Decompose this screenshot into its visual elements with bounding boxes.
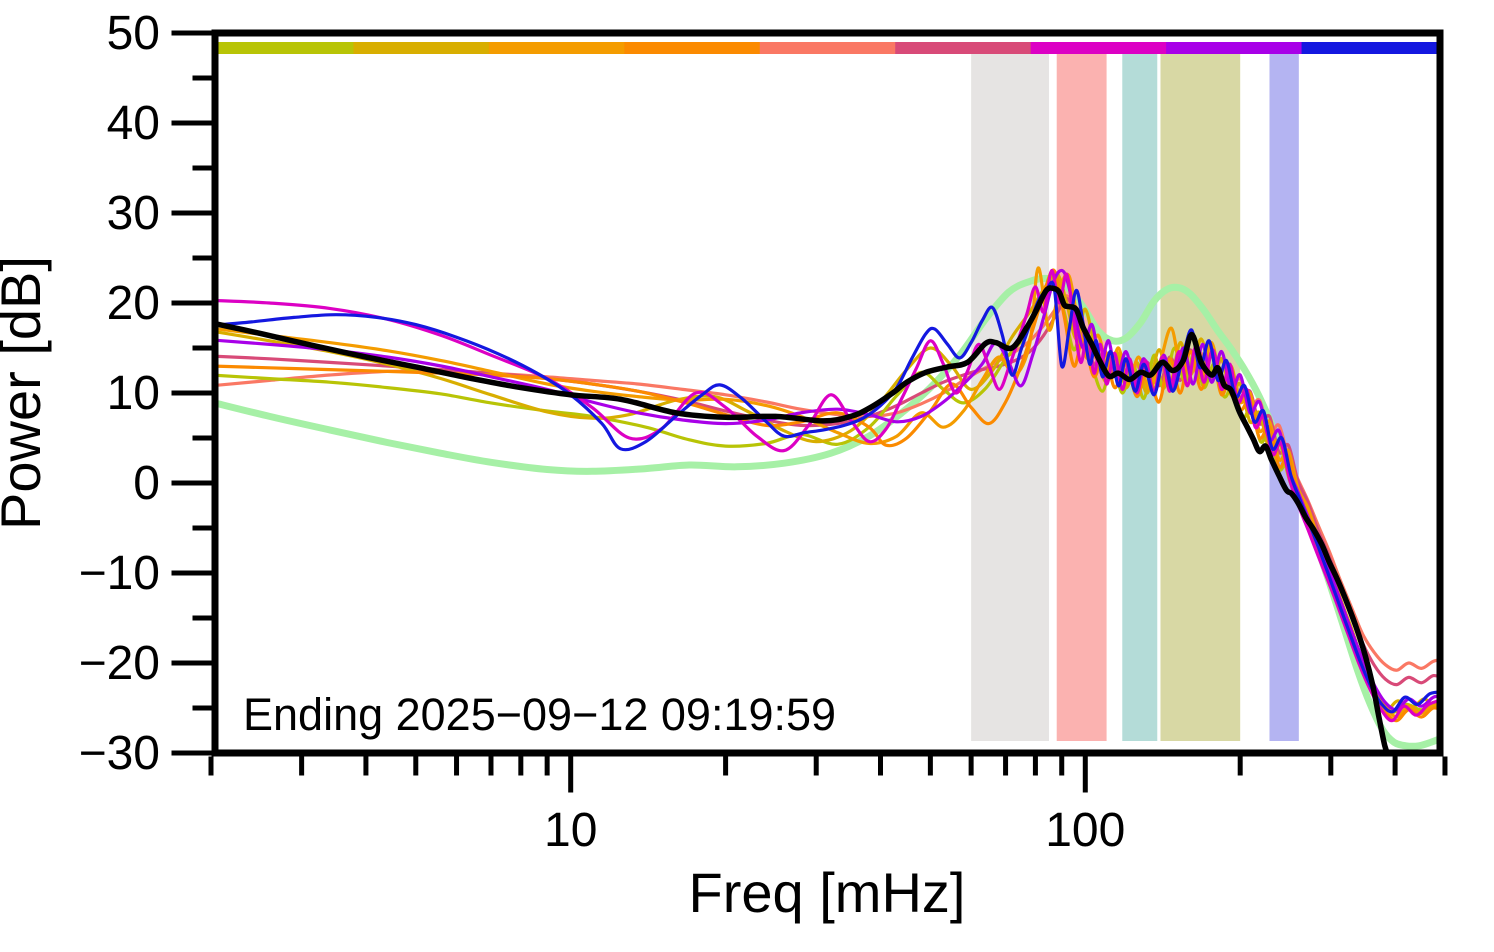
series-segment-3-orange [215, 266, 1440, 719]
y-tick-label--20: −20 [79, 637, 160, 690]
series-segment-4-dark-orange [215, 268, 1440, 723]
segment-bar-5 [759, 42, 896, 54]
ending-annotation: Ending 2025−09−12 09:19:59 [243, 689, 836, 740]
highlight-bands [971, 54, 1299, 741]
series-mean-black [215, 285, 1391, 753]
band-teal [1122, 54, 1158, 741]
x-axis-title: Freq [mHz] [689, 861, 966, 924]
y-tick-labels: −30 −20 −10 0 10 20 30 40 50 [79, 7, 160, 780]
axes-frame-and-ticks [171, 29, 1448, 793]
segment-bar-4 [624, 42, 761, 54]
segment-bar-8 [1166, 42, 1303, 54]
segment-bar-7 [1030, 42, 1167, 54]
series-lines [215, 266, 1440, 753]
series-segment-6-raspberry [215, 296, 1440, 687]
x-tick-labels: 10 100 [544, 804, 1125, 857]
segment-bar-1 [218, 42, 354, 54]
y-tick-label-30: 30 [107, 187, 160, 240]
band-pink [1056, 54, 1107, 741]
series-reference-green [215, 274, 1440, 750]
y-tick-label-40: 40 [107, 97, 160, 150]
band-lavender [1269, 54, 1299, 741]
y-tick-label--10: −10 [79, 547, 160, 600]
y-tick-label-50: 50 [107, 7, 160, 60]
segment-bar-9 [1301, 42, 1438, 54]
series-segment-2-gold [215, 271, 1440, 712]
band-olive [1160, 54, 1241, 741]
segment-bar-2 [353, 42, 490, 54]
y-tick-label-10: 10 [107, 367, 160, 420]
series-segment-1-yellow-green [215, 275, 1440, 715]
x-tick-label-10: 10 [544, 804, 597, 857]
segment-color-bar [218, 42, 1438, 54]
y-tick-label-20: 20 [107, 277, 160, 330]
y-tick-label--30: −30 [79, 727, 160, 780]
series-segment-8-purple [215, 268, 1440, 712]
segment-bar-3 [488, 42, 625, 54]
band-gray [971, 54, 1049, 741]
segment-bar-6 [895, 42, 1032, 54]
y-tick-label-0: 0 [133, 457, 160, 510]
y-axis-title: Power [dB] [0, 256, 52, 530]
series-segment-9-blue [215, 280, 1440, 714]
x-tick-label-100: 100 [1045, 804, 1125, 857]
series-segment-7-magenta [215, 268, 1440, 723]
